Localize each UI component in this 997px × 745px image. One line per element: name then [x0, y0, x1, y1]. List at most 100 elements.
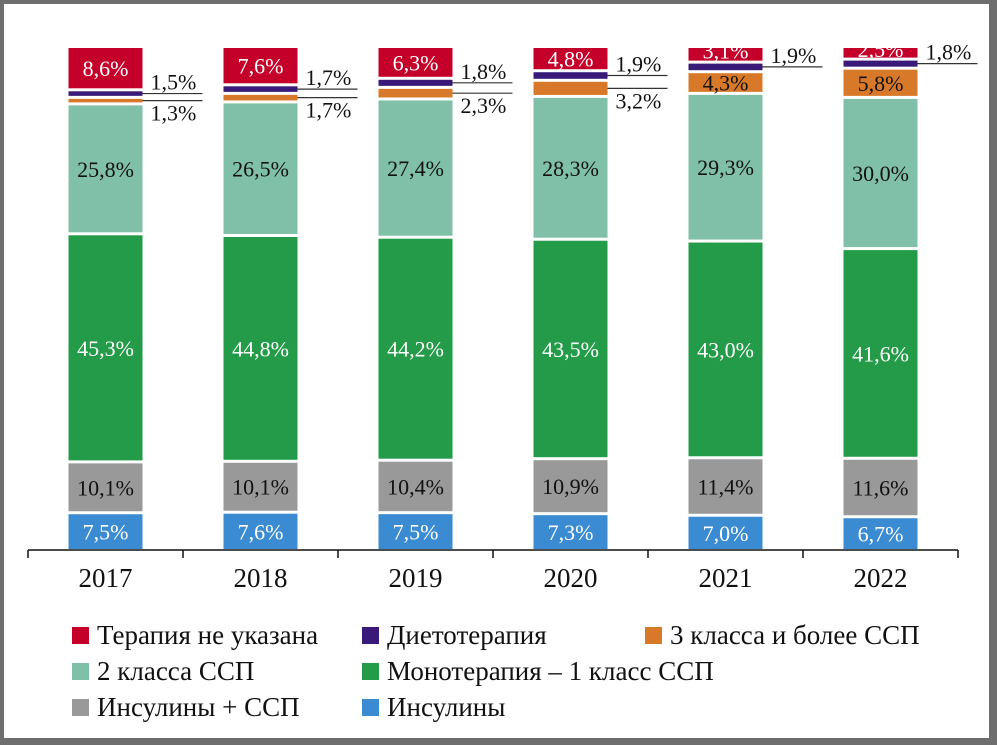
bar-segment [843, 60, 918, 67]
data-label: 28,3% [542, 156, 599, 181]
bar-segment [68, 235, 143, 461]
data-label: 10,9% [542, 474, 599, 499]
data-label: 5,8% [858, 71, 904, 96]
data-label: 43,5% [542, 337, 599, 362]
legend-swatch-icon [72, 627, 89, 644]
legend-label: Диетотерапия [387, 620, 547, 650]
data-label-outside: 1,8% [461, 59, 507, 84]
data-label: 44,2% [387, 337, 444, 362]
x-tick-label: 2018 [234, 563, 288, 593]
bar-segment [223, 86, 298, 92]
bar-segment [68, 514, 143, 549]
x-tick-label: 2019 [389, 563, 443, 593]
bar-segment [68, 48, 143, 89]
x-tick-label: 2020 [544, 563, 598, 593]
legend-item-diet-therapy: Диетотерапия [362, 620, 547, 651]
data-label: 7,3% [548, 520, 594, 545]
bar-segment [688, 73, 763, 92]
data-label: 43,0% [697, 337, 754, 362]
data-label: 2,5% [858, 37, 904, 62]
data-label: 7,5% [393, 520, 439, 545]
data-label: 44,8% [232, 336, 289, 361]
bar-segment [688, 63, 763, 71]
legend-label: 2 класса ССП [97, 656, 255, 686]
data-label: 45,3% [77, 336, 134, 361]
data-label-outside: 1,9% [616, 52, 662, 77]
bar-segment [223, 513, 298, 549]
bar-segment [378, 48, 453, 77]
data-label: 11,4% [697, 474, 753, 499]
legend-swatch-icon [362, 663, 379, 680]
legend-item-3-classes: 3 класса и более ССП [645, 620, 920, 651]
data-label: 10,4% [387, 474, 444, 499]
legend-item-therapy-not-specified: Терапия не указана [72, 620, 318, 651]
legend-label: Монотерапия – 1 класс ССП [387, 656, 714, 686]
bar-segment [843, 69, 918, 96]
bar-segment [843, 518, 918, 549]
data-label-outside: 1,7% [306, 65, 352, 90]
data-label: 4,8% [548, 47, 594, 72]
bar-segment [223, 103, 298, 234]
legend-label: Терапия не указана [97, 620, 319, 650]
data-label-outside: 1,8% [926, 40, 972, 65]
data-label-outside: 3,2% [616, 88, 662, 113]
data-label: 6,3% [393, 50, 439, 75]
data-label: 8,6% [83, 56, 129, 81]
bar-segment [533, 460, 608, 513]
bar-segment [533, 515, 608, 549]
data-label: 26,5% [232, 157, 289, 182]
bar-segment [68, 463, 143, 512]
bar-segment [223, 237, 298, 460]
data-label: 7,6% [238, 54, 284, 79]
bar-segment [688, 516, 763, 549]
bar-segment [378, 79, 453, 86]
data-label-outside: 1,5% [151, 70, 197, 95]
bar-segment [533, 48, 608, 70]
bar-segment [378, 514, 453, 549]
legend-swatch-icon [72, 663, 89, 680]
legend-item-2-classes: 2 класса ССП [72, 656, 254, 687]
bar-segment [533, 240, 608, 458]
legend-label: Инсулины + ССП [97, 692, 300, 722]
bar-segment [533, 81, 608, 95]
legend-item-monotherapy: Монотерапия – 1 класс ССП [362, 656, 714, 687]
data-label: 7,5% [83, 520, 129, 545]
bar-segment [843, 48, 918, 58]
legend-label: 3 класса и более ССП [670, 620, 920, 650]
data-label-outside: 1,7% [306, 98, 352, 123]
x-tick-label: 2021 [699, 563, 753, 593]
bar-segment [533, 97, 608, 238]
bar-segment [223, 48, 298, 84]
data-label: 7,6% [238, 519, 284, 544]
bar-segment [688, 459, 763, 514]
legend-swatch-icon [362, 627, 379, 644]
data-label-outside: 1,3% [151, 101, 197, 126]
bar-segment [688, 94, 763, 240]
bar-segment [843, 98, 918, 248]
data-label: 41,6% [852, 341, 909, 366]
bar-segment [688, 242, 763, 457]
data-label: 3,1% [703, 38, 749, 63]
legend-label: Инсулины [387, 692, 506, 722]
bar-segment [68, 98, 143, 103]
data-label: 4,3% [703, 71, 749, 96]
bar-segment [68, 105, 143, 233]
x-tick-label: 2017 [79, 563, 133, 593]
data-label: 27,4% [387, 156, 444, 181]
bar-segment [378, 88, 453, 98]
legend-swatch-icon [645, 627, 662, 644]
bar-segment [378, 238, 453, 459]
bar-segment [843, 250, 918, 457]
data-label: 10,1% [77, 475, 134, 500]
bar-segment [843, 459, 918, 516]
bar-segment [223, 94, 298, 101]
bar-segment [68, 91, 143, 96]
data-label: 29,3% [697, 155, 754, 180]
data-label: 10,1% [232, 475, 289, 500]
data-label: 7,0% [703, 521, 749, 546]
data-label: 6,7% [858, 522, 904, 547]
bar-segment [223, 462, 298, 511]
legend-item-insulin-plus-ssp: Инсулины + ССП [72, 692, 300, 723]
data-label: 25,8% [77, 157, 134, 182]
